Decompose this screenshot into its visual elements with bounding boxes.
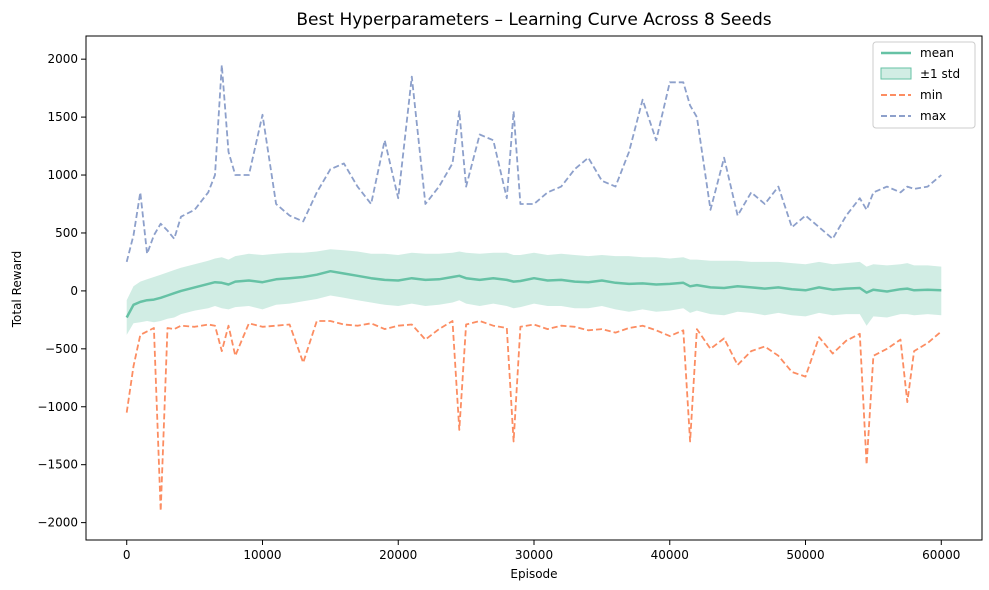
y-tick-label: −1500 bbox=[37, 458, 78, 472]
max-line bbox=[125, 64, 942, 263]
y-axis: −2000 −1500 −1000 −500 0 500 1000 1500 2000 bbox=[37, 52, 86, 530]
x-tick-label: 0 bbox=[123, 548, 131, 562]
y-tick-label: −2000 bbox=[37, 516, 78, 530]
legend-mean-label: mean bbox=[920, 46, 954, 60]
y-tick-label: 2000 bbox=[47, 52, 78, 66]
x-tick-label: 40000 bbox=[651, 548, 689, 562]
y-tick-label: 500 bbox=[55, 226, 78, 240]
legend-frame bbox=[872, 41, 976, 129]
legend-max-label: max bbox=[920, 109, 946, 123]
x-tick-label: 30000 bbox=[515, 548, 553, 562]
legend-std-swatch bbox=[880, 67, 912, 80]
x-axis: 0 10000 20000 30000 40000 50000 60000 bbox=[123, 540, 960, 562]
x-axis-label: Episode bbox=[510, 567, 557, 581]
x-tick-label: 60000 bbox=[922, 548, 960, 562]
y-tick-label: 1000 bbox=[47, 168, 78, 182]
y-tick-label: 0 bbox=[70, 284, 78, 298]
legend: mean ±1 std min max bbox=[872, 41, 976, 129]
y-tick-label: −1000 bbox=[37, 400, 78, 414]
mean-line bbox=[125, 269, 942, 319]
x-tick-label: 10000 bbox=[243, 548, 281, 562]
legend-min-label: min bbox=[920, 88, 943, 102]
y-tick-label: 1500 bbox=[47, 110, 78, 124]
std-band bbox=[126, 249, 942, 335]
legend-std-label: ±1 std bbox=[920, 67, 960, 81]
x-tick-label: 20000 bbox=[379, 548, 417, 562]
chart-title: Best Hyperparameters – Learning Curve Ac… bbox=[296, 10, 771, 30]
y-tick-label: −500 bbox=[45, 342, 78, 356]
min-line bbox=[125, 320, 942, 512]
x-tick-label: 50000 bbox=[786, 548, 824, 562]
y-axis-label: Total Reward bbox=[10, 251, 24, 329]
plot-area bbox=[125, 64, 942, 512]
